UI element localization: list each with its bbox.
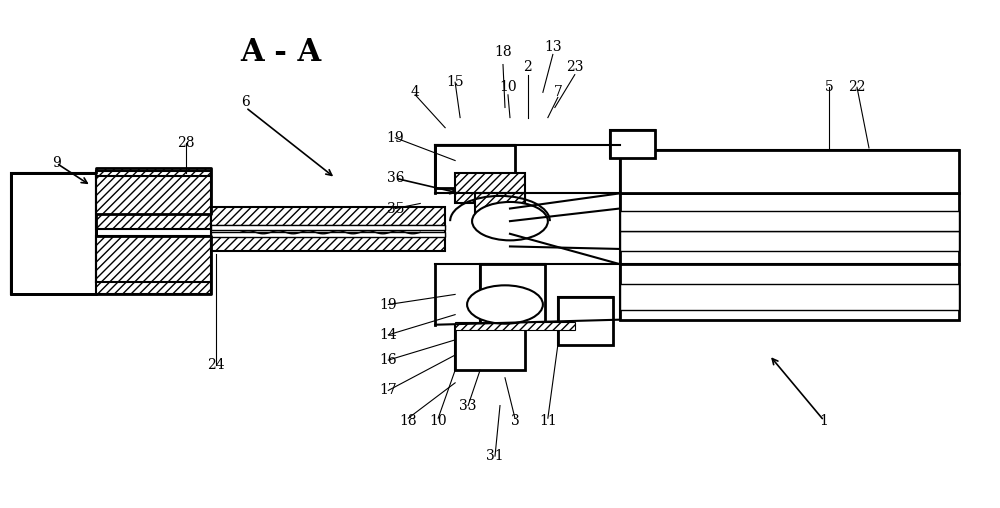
Bar bbox=[620, 231, 959, 251]
Bar bbox=[455, 173, 525, 204]
Text: 35: 35 bbox=[387, 202, 404, 215]
Text: 18: 18 bbox=[494, 45, 512, 59]
Bar bbox=[480, 264, 545, 325]
Text: 36: 36 bbox=[387, 171, 404, 185]
Text: 6: 6 bbox=[241, 96, 250, 109]
Bar bbox=[211, 226, 445, 236]
Text: 16: 16 bbox=[379, 353, 397, 367]
Text: A - A: A - A bbox=[240, 37, 321, 68]
Bar bbox=[620, 194, 959, 264]
Text: 18: 18 bbox=[399, 414, 417, 428]
Text: 10: 10 bbox=[499, 80, 517, 94]
Text: 31: 31 bbox=[486, 449, 504, 463]
Text: 24: 24 bbox=[207, 358, 225, 372]
Polygon shape bbox=[11, 173, 96, 295]
Bar bbox=[455, 322, 575, 330]
Bar bbox=[11, 251, 96, 295]
Bar bbox=[558, 297, 613, 345]
Bar bbox=[475, 194, 525, 224]
Bar bbox=[620, 150, 959, 194]
Text: 14: 14 bbox=[379, 328, 397, 342]
Bar bbox=[610, 130, 655, 158]
Bar bbox=[211, 207, 445, 226]
Bar bbox=[435, 145, 515, 188]
Text: 28: 28 bbox=[177, 136, 195, 150]
Text: 33: 33 bbox=[459, 399, 477, 412]
Polygon shape bbox=[96, 236, 211, 295]
Bar bbox=[11, 173, 96, 295]
Bar bbox=[96, 171, 211, 229]
Bar bbox=[620, 211, 959, 231]
Text: 2: 2 bbox=[524, 60, 532, 74]
Text: 11: 11 bbox=[539, 414, 557, 428]
Bar bbox=[620, 264, 959, 320]
Text: 4: 4 bbox=[411, 85, 420, 100]
Bar bbox=[211, 225, 445, 230]
Bar bbox=[11, 173, 96, 295]
Text: 5: 5 bbox=[825, 80, 833, 94]
Circle shape bbox=[467, 285, 543, 324]
Bar bbox=[211, 236, 445, 251]
Text: 15: 15 bbox=[446, 75, 464, 89]
Bar bbox=[620, 194, 959, 264]
Text: 23: 23 bbox=[566, 60, 584, 74]
Text: 22: 22 bbox=[848, 80, 866, 94]
Text: 1: 1 bbox=[820, 414, 829, 428]
Text: 19: 19 bbox=[379, 298, 397, 311]
Bar bbox=[96, 236, 211, 295]
Circle shape bbox=[472, 202, 548, 240]
Bar bbox=[480, 264, 545, 325]
Text: 13: 13 bbox=[544, 40, 562, 54]
Text: 10: 10 bbox=[429, 414, 447, 428]
Bar bbox=[620, 150, 959, 194]
Bar bbox=[435, 145, 515, 188]
Bar bbox=[455, 325, 525, 370]
Bar bbox=[211, 232, 445, 237]
Text: 9: 9 bbox=[52, 156, 61, 170]
Bar bbox=[455, 325, 525, 370]
Text: 19: 19 bbox=[386, 131, 404, 145]
Bar bbox=[620, 284, 959, 309]
Bar bbox=[610, 130, 655, 158]
Text: 17: 17 bbox=[379, 384, 397, 397]
Text: 3: 3 bbox=[511, 414, 519, 428]
Bar bbox=[558, 297, 613, 345]
Text: 7: 7 bbox=[553, 85, 562, 100]
Bar bbox=[620, 264, 959, 320]
Polygon shape bbox=[96, 168, 211, 229]
